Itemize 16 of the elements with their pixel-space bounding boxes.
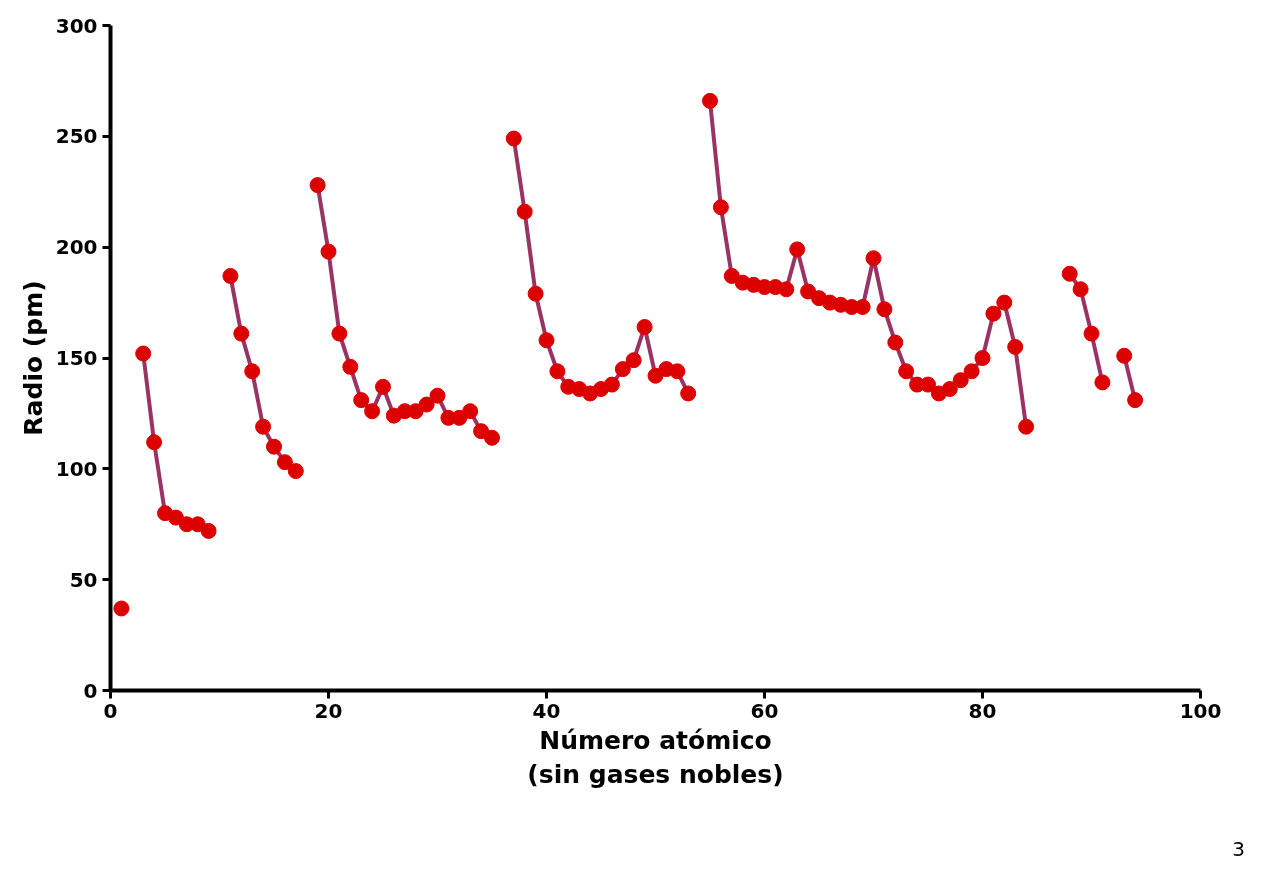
x-axis-title: Número atómico (sin gases nobles) — [527, 725, 784, 790]
x-tick-label: 80 — [968, 698, 997, 723]
y-tick-label: 150 — [55, 346, 98, 370]
x-tick-label: 20 — [314, 698, 343, 723]
x-tick-label: 60 — [750, 698, 779, 723]
y-tick-label: 200 — [55, 235, 98, 260]
y-tick-label: 0 — [83, 678, 98, 703]
y-axis-title: Radio (pm) — [18, 280, 48, 436]
y-tick-label: 300 — [55, 13, 98, 38]
y-tick-label: 50 — [69, 567, 98, 592]
x-tick-label: 100 — [1179, 698, 1222, 723]
x-tick-label: 40 — [532, 698, 561, 723]
y-tick-label: 100 — [55, 456, 98, 481]
y-tick-label: 250 — [55, 124, 98, 149]
text: 3 — [1232, 836, 1245, 863]
x-tick-label: 0 — [103, 698, 118, 723]
